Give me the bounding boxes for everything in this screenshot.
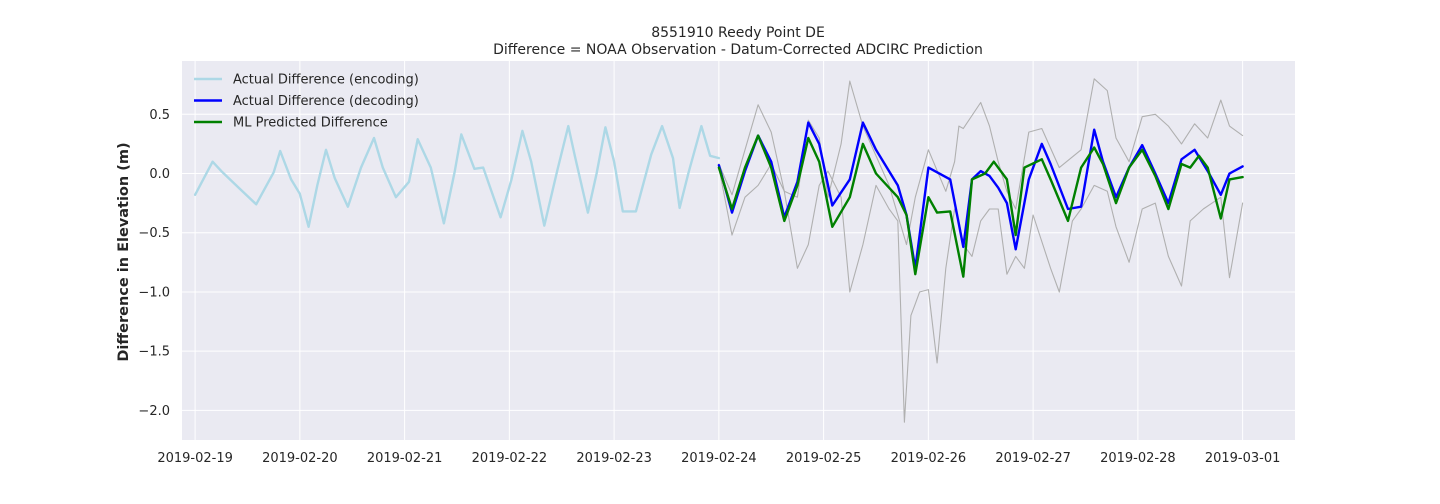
- plot-area: [182, 61, 1295, 440]
- x-tick-label: 2019-02-27: [995, 451, 1071, 466]
- y-tick-label: −1.0: [138, 285, 170, 300]
- series-line-encoding: [193, 124, 721, 229]
- legend-label: Actual Difference (encoding): [233, 73, 419, 88]
- x-tick-label: 2019-02-23: [576, 451, 652, 466]
- y-axis-label: Difference in Elevation (m): [116, 142, 132, 361]
- series-line-upper-bound: [718, 78, 1244, 246]
- x-axis-ticks: 2019-02-19 2019-02-20 2019-02-21 2019-02-22…: [157, 451, 1280, 466]
- gridlines: [182, 61, 1295, 440]
- chart-subtitle: Difference = NOAA Observation - Datum-Co…: [493, 42, 983, 58]
- x-tick-label: 2019-02-21: [367, 451, 443, 466]
- x-tick-label: 2019-02-19: [157, 451, 233, 466]
- y-tick-label: −2.0: [138, 404, 170, 419]
- series-line-ml-predicted: [717, 134, 1244, 278]
- series-layer: [193, 78, 1244, 423]
- x-tick-label: 2019-02-20: [262, 451, 338, 466]
- y-tick-label: 0.0: [149, 167, 170, 182]
- x-tick-label: 2019-02-28: [1100, 451, 1176, 466]
- y-axis-ticks: 0.5 0.0 −0.5 −1.0 −1.5 −2.0: [138, 108, 170, 419]
- legend-label: ML Predicted Difference: [233, 116, 388, 131]
- x-tick-label: 2019-03-01: [1205, 451, 1281, 466]
- x-tick-label: 2019-02-26: [891, 451, 967, 466]
- chart-title: 8551910 Reedy Point DE: [651, 25, 825, 41]
- y-tick-label: −0.5: [138, 226, 170, 241]
- y-tick-label: 0.5: [149, 108, 170, 123]
- legend: Actual Difference (encoding) Actual Diffe…: [194, 73, 419, 131]
- x-tick-label: 2019-02-24: [681, 451, 757, 466]
- x-tick-label: 2019-02-25: [786, 451, 862, 466]
- x-tick-label: 2019-02-22: [472, 451, 548, 466]
- y-tick-label: −1.5: [138, 345, 170, 360]
- legend-label: Actual Difference (decoding): [233, 94, 419, 109]
